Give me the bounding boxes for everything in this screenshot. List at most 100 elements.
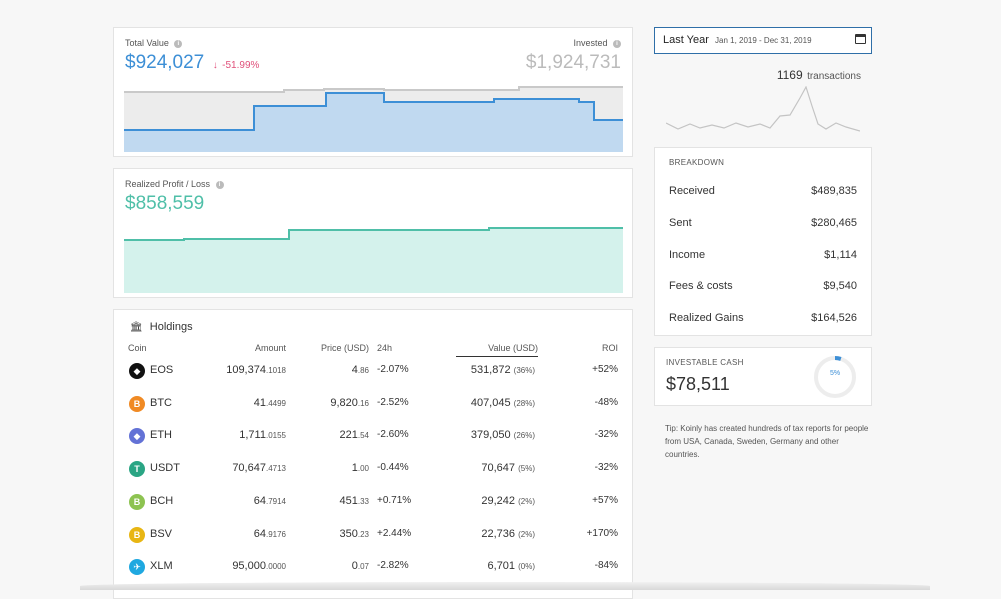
breakdown-item: Received $489,835	[669, 185, 857, 205]
total-value-change: -51.99%	[222, 60, 260, 71]
coin-change-24h: +0.71%	[377, 494, 412, 506]
coin-amount: 70,647.4713	[232, 462, 286, 475]
total-value-label: Total Value	[125, 38, 169, 48]
col-roi[interactable]: ROI	[601, 343, 618, 353]
breakdown-item: Realized Gains $164,526	[669, 312, 857, 332]
coin-value: 407,045 (28%)	[470, 396, 535, 409]
coin-price: 221.54	[339, 429, 369, 442]
bsv-icon: B	[129, 526, 145, 543]
coin-change-24h: +2.44%	[377, 527, 412, 539]
coin-value: 379,050 (26%)	[470, 429, 535, 442]
table-row[interactable]: ✈ XLM 95,000.0000 0.07 -2.82% 6,701 (0%) -84%	[114, 552, 632, 584]
coin-roi: +52%	[592, 364, 618, 375]
breakdown-item-label: Income	[669, 248, 706, 261]
col-price[interactable]: Price (USD)	[320, 343, 369, 353]
coin-symbol: BTC	[150, 396, 172, 409]
table-row[interactable]: B BCH 64.7914 451.33 +0.71% 29,242 (2%) +57%	[114, 487, 632, 519]
coin-value: 6,701 (0%)	[487, 560, 535, 573]
realized-profit-card: Realized Profit / Loss i $858,559	[113, 168, 633, 298]
realized-profit-amount: $858,559	[125, 193, 205, 214]
date-filter[interactable]: Last Year Jan 1, 2019 - Dec 31, 2019	[654, 27, 872, 54]
eos-icon: ◆	[129, 363, 145, 379]
breakdown-item-label: Realized Gains	[669, 312, 744, 325]
breakdown-item: Income $1,114	[669, 249, 857, 269]
coin-price: 9,820.16	[330, 396, 369, 409]
coin-symbol: BCH	[150, 494, 174, 507]
calendar-icon[interactable]	[855, 34, 866, 44]
coin-symbol: ETH	[150, 429, 172, 442]
btc-icon: B	[129, 395, 145, 412]
coin-amount: 64.7914	[253, 494, 286, 507]
breakdown-card: BREAKDOWN Received $489,835 Sent $280,465 In…	[654, 147, 872, 336]
table-row[interactable]: B BTC 41.4499 9,820.16 -2.52% 407,045 (28%) -4…	[114, 389, 632, 421]
coin-symbol: EOS	[150, 364, 174, 376]
xlm-icon: ✈	[129, 559, 145, 576]
usdt-icon: T	[129, 461, 145, 478]
transactions-sparkline	[666, 86, 860, 132]
table-row[interactable]: ◆ ETH 1,711.0155 221.54 -2.60% 379,050 (26%) -…	[114, 421, 632, 453]
bch-icon: B	[129, 493, 145, 510]
realized-profit-chart	[124, 227, 623, 293]
coin-roi: -32%	[594, 429, 618, 441]
col-coin[interactable]: Coin	[128, 343, 147, 353]
coin-symbol: BSV	[150, 527, 173, 540]
invested-label: Invested	[573, 38, 608, 48]
breakdown-item: Sent $280,465	[669, 217, 857, 237]
coin-price: 350.23	[339, 527, 369, 540]
total-value-card: Total Value i $924,027 ↓ -51.99% Investe…	[113, 27, 633, 157]
total-value-amount: $924,027	[125, 52, 205, 73]
coin-symbol: XLM	[150, 560, 173, 573]
holdings-card: 🏛 Holdings Coin Amount Price (USD) 24h V…	[113, 309, 633, 599]
investable-cash-card: INVESTABLE CASH $78,511 5%	[654, 347, 872, 406]
info-icon[interactable]: i	[215, 180, 224, 189]
coin-symbol: USDT	[150, 462, 180, 475]
table-row[interactable]: B BSV 64.9176 350.23 +2.44% 22,736 (2%) +170%	[114, 520, 632, 552]
col-24h[interactable]: 24h	[377, 343, 393, 353]
coin-value: 22,736 (2%)	[481, 527, 535, 540]
invested-amount: $1,924,731	[525, 52, 621, 73]
coin-roi: +170%	[586, 527, 618, 539]
investable-cash-donut	[814, 356, 856, 398]
coin-change-24h: -2.82%	[377, 560, 409, 572]
coin-amount: 109,374.1018	[226, 364, 286, 376]
info-icon[interactable]: i	[613, 39, 621, 48]
coin-value: 29,242 (2%)	[481, 494, 535, 507]
coin-change-24h: -2.52%	[377, 396, 409, 408]
transactions-summary: 1169 transactions	[654, 66, 861, 84]
coin-value: 531,872 (36%)	[470, 364, 535, 376]
transactions-count: 1169	[776, 68, 803, 82]
coin-roi: -84%	[594, 560, 618, 572]
coin-roi: -48%	[594, 396, 618, 408]
coin-change-24h: -2.07%	[377, 364, 409, 375]
date-filter-label: Last Year	[663, 34, 709, 46]
breakdown-item-value: $280,465	[811, 216, 857, 229]
coin-amount: 64.9176	[253, 527, 286, 540]
col-amount[interactable]: Amount	[254, 343, 286, 353]
breakdown-item: Fees & costs $9,540	[669, 280, 857, 300]
bottom-shadow	[80, 582, 930, 590]
breakdown-title: BREAKDOWN	[669, 158, 725, 167]
transactions-label: transactions	[807, 71, 861, 82]
investable-cash-amount: $78,511	[666, 374, 730, 394]
table-row[interactable]: ◆ EOS 109,374.1018 4.86 -2.07% 531,872 (36%) +…	[114, 356, 632, 388]
breakdown-item-label: Sent	[669, 216, 692, 229]
breakdown-item-label: Received	[669, 185, 715, 197]
breakdown-item-value: $489,835	[811, 185, 857, 197]
coin-amount: 1,711.0155	[239, 429, 286, 442]
breakdown-item-label: Fees & costs	[669, 280, 733, 293]
coin-amount: 41.4499	[253, 396, 286, 409]
coin-value: 70,647 (5%)	[481, 462, 535, 475]
breakdown-item-value: $164,526	[811, 312, 857, 325]
info-icon[interactable]: i	[174, 39, 183, 48]
col-value[interactable]: Value (USD)	[456, 343, 538, 357]
tip-text: Tip: Koinly has created hundreds of tax …	[665, 424, 869, 459]
realized-profit-label: Realized Profit / Loss	[125, 179, 211, 189]
coin-change-24h: -2.60%	[377, 429, 409, 441]
table-row[interactable]: T USDT 70,647.4713 1.00 -0.44% 70,647 (5%) -32…	[114, 454, 632, 486]
coin-roi: -32%	[594, 462, 618, 474]
total-value-chart	[124, 86, 623, 152]
arrow-down-icon: ↓	[212, 60, 218, 71]
investable-cash-title: INVESTABLE CASH	[666, 358, 744, 367]
coin-price: 4.86	[351, 364, 369, 376]
coin-roi: +57%	[592, 494, 618, 506]
